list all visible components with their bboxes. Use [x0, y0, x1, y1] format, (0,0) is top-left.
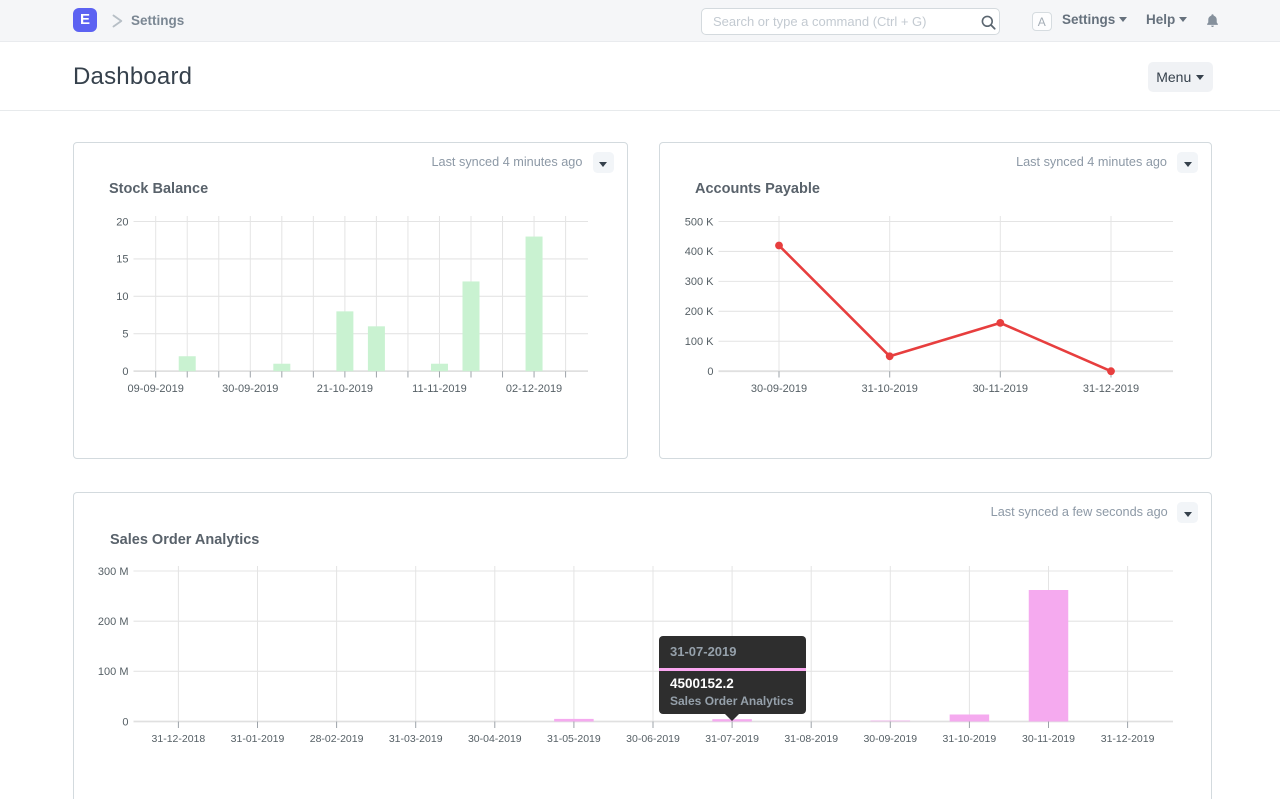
svg-text:500 K: 500 K: [685, 216, 714, 228]
svg-text:300 K: 300 K: [685, 276, 714, 288]
svg-text:30-09-2019: 30-09-2019: [751, 383, 807, 395]
svg-text:300 M: 300 M: [98, 566, 129, 578]
svg-text:31-07-2019: 31-07-2019: [705, 798, 759, 799]
svg-text:31-12-2019: 31-12-2019: [1083, 383, 1139, 395]
svg-text:31-07-2019: 31-07-2019: [705, 733, 759, 745]
svg-text:100 M: 100 M: [98, 666, 129, 678]
svg-text:30-09-2019: 30-09-2019: [222, 383, 278, 395]
svg-text:30-04-2019: 30-04-2019: [468, 733, 522, 745]
svg-text:31-03-2019: 31-03-2019: [389, 798, 443, 799]
svg-text:31-10-2019: 31-10-2019: [862, 383, 918, 395]
svg-text:31-08-2019: 31-08-2019: [784, 798, 838, 799]
svg-text:11-11-2019: 11-11-2019: [412, 383, 467, 395]
svg-text:31-10-2019: 31-10-2019: [943, 733, 997, 745]
svg-text:31-12-2019: 31-12-2019: [1101, 733, 1155, 745]
svg-text:200 K: 200 K: [685, 306, 714, 318]
svg-text:02-12-2019: 02-12-2019: [506, 383, 562, 395]
svg-text:31-12-2018: 31-12-2018: [152, 798, 206, 799]
svg-text:31-05-2019: 31-05-2019: [547, 733, 601, 745]
svg-text:31-08-2019: 31-08-2019: [784, 733, 838, 745]
svg-text:15: 15: [116, 254, 128, 266]
svg-text:28-02-2019: 28-02-2019: [310, 798, 364, 799]
svg-text:28-02-2019: 28-02-2019: [310, 733, 364, 745]
svg-text:0: 0: [122, 366, 128, 378]
svg-text:10: 10: [116, 291, 128, 303]
svg-text:30-06-2019: 30-06-2019: [626, 733, 680, 745]
svg-text:09-09-2019: 09-09-2019: [128, 383, 184, 395]
svg-text:5: 5: [122, 329, 128, 341]
svg-text:30-11-2019: 30-11-2019: [1022, 798, 1075, 799]
svg-text:100 K: 100 K: [685, 336, 714, 348]
svg-text:31-12-2018: 31-12-2018: [152, 733, 206, 745]
svg-text:31-01-2019: 31-01-2019: [231, 733, 285, 745]
svg-text:30-06-2019: 30-06-2019: [626, 798, 680, 799]
svg-text:20: 20: [116, 216, 128, 228]
svg-text:31-10-2019: 31-10-2019: [943, 798, 997, 799]
svg-text:0: 0: [122, 716, 128, 728]
svg-text:31-12-2019: 31-12-2019: [1101, 798, 1155, 799]
svg-text:30-09-2019: 30-09-2019: [863, 798, 917, 799]
svg-text:30-11-2019: 30-11-2019: [973, 383, 1028, 395]
svg-text:30-11-2019: 30-11-2019: [1022, 733, 1075, 745]
svg-text:31-05-2019: 31-05-2019: [547, 798, 601, 799]
svg-text:31-01-2019: 31-01-2019: [231, 798, 285, 799]
svg-text:0: 0: [707, 366, 713, 378]
svg-text:30-09-2019: 30-09-2019: [863, 733, 917, 745]
svg-text:200 M: 200 M: [98, 616, 129, 628]
svg-text:30-04-2019: 30-04-2019: [468, 798, 522, 799]
svg-text:21-10-2019: 21-10-2019: [317, 383, 373, 395]
svg-text:31-03-2019: 31-03-2019: [389, 733, 443, 745]
svg-text:400 K: 400 K: [685, 246, 714, 258]
